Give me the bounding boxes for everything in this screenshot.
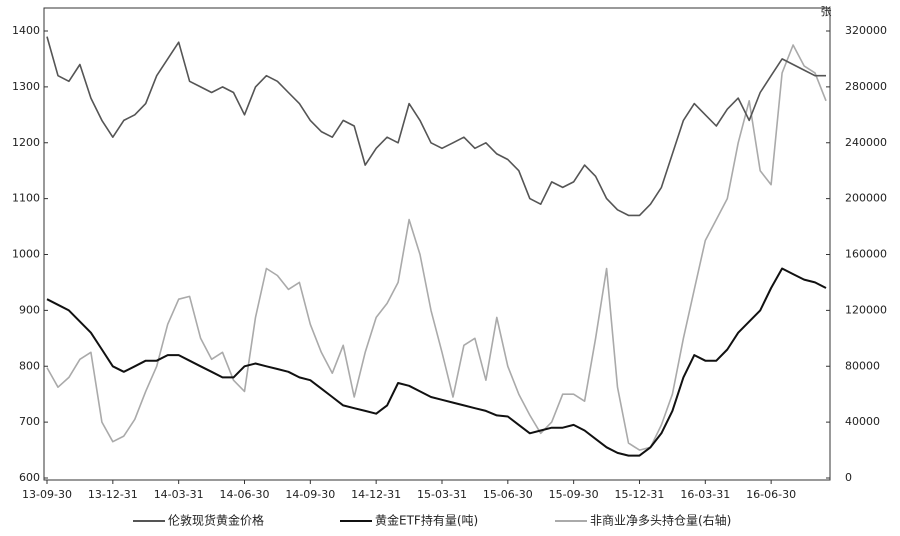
y-tick-label: 800 <box>19 359 40 372</box>
x-tick-label: 14-06-30 <box>220 488 270 501</box>
y2-tick-label: 160000 <box>845 248 887 261</box>
y2-tick-label: 200000 <box>845 192 887 205</box>
y-tick-label: 1400 <box>12 24 40 37</box>
x-tick-label: 16-06-30 <box>746 488 796 501</box>
y-tick-label: 600 <box>19 471 40 484</box>
x-tick-label: 15-09-30 <box>549 488 599 501</box>
legend-label: 非商业净多头持仓量(右轴) <box>590 513 731 528</box>
x-tick-label: 14-03-31 <box>154 488 204 501</box>
y2-tick-label: 320000 <box>845 24 887 37</box>
y-tick-label: 1200 <box>12 136 40 149</box>
legend-label: 黄金ETF持有量(吨) <box>375 513 478 528</box>
series-line <box>46 267 827 457</box>
x-tick-label: 14-12-31 <box>351 488 401 501</box>
x-tick-label: 16-03-31 <box>680 488 730 501</box>
y2-tick-label: 40000 <box>845 415 880 428</box>
y2-tick-label: 0 <box>845 471 852 484</box>
plot-frame <box>43 7 831 481</box>
x-tick-label: 13-09-30 <box>22 488 72 501</box>
legend-label: 伦敦现货黄金价格 <box>168 513 264 528</box>
y2-tick-label: 80000 <box>845 359 880 372</box>
y-tick-label: 1100 <box>12 192 40 205</box>
x-tick-label: 14-09-30 <box>285 488 335 501</box>
y-tick-label: 900 <box>19 303 40 316</box>
y2-tick-label: 120000 <box>845 303 887 316</box>
y2-axis-unit: 张 <box>821 5 832 18</box>
x-tick-label: 15-12-31 <box>615 488 665 501</box>
series-line <box>46 44 827 451</box>
y-tick-label: 1300 <box>12 80 40 93</box>
x-tick-label: 15-06-30 <box>483 488 533 501</box>
y-tick-label: 1000 <box>12 248 40 261</box>
y2-tick-label: 240000 <box>845 136 887 149</box>
y2-tick-label: 280000 <box>845 80 887 93</box>
x-tick-label: 13-12-31 <box>88 488 138 501</box>
x-tick-label: 15-03-31 <box>417 488 467 501</box>
series-line <box>46 36 826 217</box>
y-tick-label: 700 <box>19 415 40 428</box>
